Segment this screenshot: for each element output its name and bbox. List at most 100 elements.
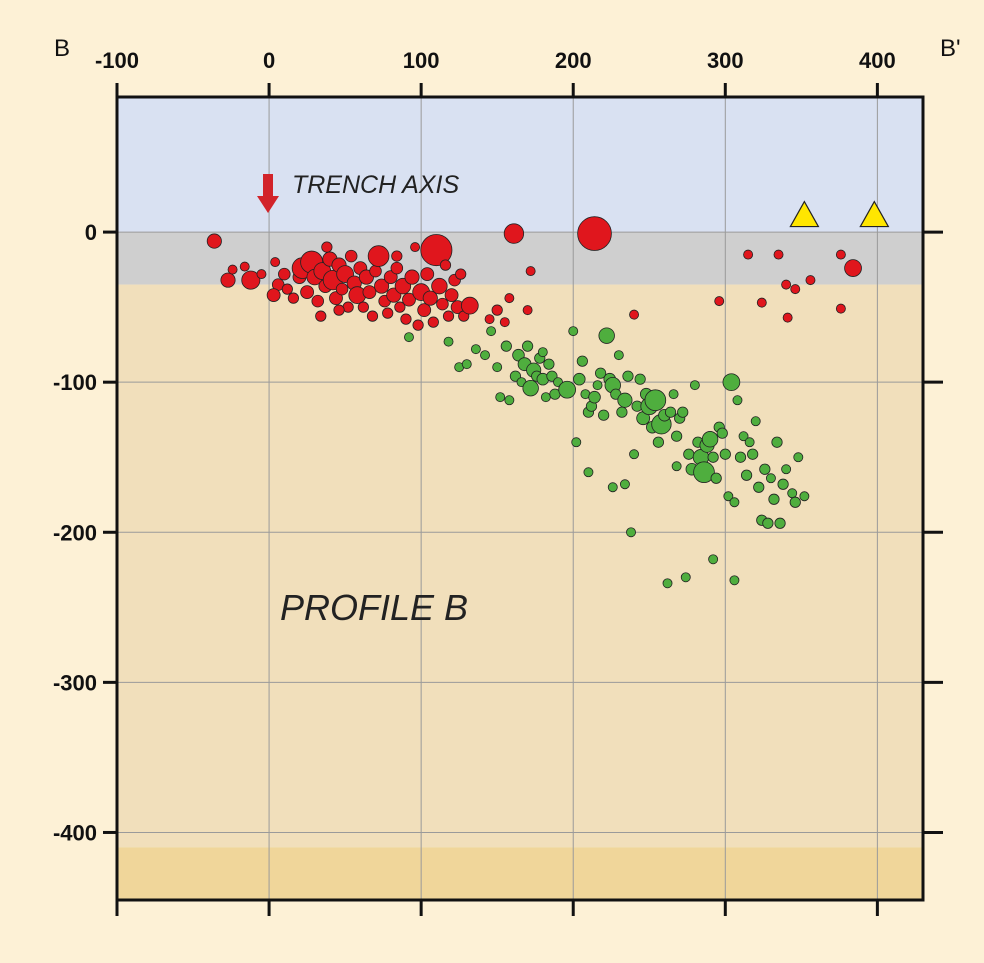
intermediate-event-point (594, 367, 607, 379)
intermediate-event-point (495, 392, 506, 403)
axis-ticks (103, 83, 943, 916)
intermediate-event-point (716, 427, 728, 439)
intermediate-event-point (799, 491, 810, 502)
shallow-event-point (417, 303, 432, 318)
intermediate-event-point (762, 517, 774, 529)
intermediate-event-point (777, 478, 789, 490)
intermediate-event-point (592, 380, 603, 391)
intermediate-event-point (500, 340, 512, 352)
shallow-event-point (362, 285, 377, 300)
intermediate-event-point (616, 406, 628, 418)
intermediate-event-point (644, 389, 667, 411)
intermediate-event-point (583, 467, 594, 478)
shallow-event-point (743, 249, 754, 260)
intermediate-event-point (677, 406, 689, 418)
volcano-marker (789, 200, 820, 228)
intermediate-events (404, 326, 810, 589)
shallow-event-point (374, 278, 390, 294)
intermediate-event-point (789, 496, 801, 508)
intermediate-event-point (707, 451, 719, 463)
intermediate-event-point (680, 572, 691, 583)
shallow-event-point (329, 291, 343, 306)
intermediate-event-point (486, 326, 497, 337)
x-tick-label: 200 (555, 48, 592, 73)
intermediate-event-point (461, 359, 472, 370)
x-tick-label: 100 (403, 48, 440, 73)
y-tick-label: -300 (53, 670, 97, 695)
intermediate-event-point (744, 437, 755, 448)
intermediate-event-point (629, 449, 640, 460)
shallow-event-point (436, 297, 449, 311)
shallow-event-point (420, 267, 435, 282)
intermediate-event-point (626, 527, 636, 538)
intermediate-event-point (404, 332, 414, 343)
intermediate-event-point (750, 416, 761, 427)
intermediate-event-point (732, 395, 743, 406)
shallow-event-point (206, 233, 222, 249)
shallow-event-point (281, 283, 293, 295)
x-tick-label: 300 (707, 48, 744, 73)
shallow-event-point (366, 310, 379, 322)
shallow-event-point (781, 279, 792, 290)
intermediate-event-point (617, 392, 633, 408)
intermediate-event-point (522, 379, 539, 397)
shallow-event-point (412, 319, 424, 331)
intermediate-event-point (588, 390, 601, 404)
intermediate-event-point (740, 469, 753, 481)
y-tick-label: -200 (53, 520, 97, 545)
layer-water (117, 97, 923, 233)
intermediate-event-point (558, 380, 576, 399)
shallow-event-point (402, 292, 416, 307)
intermediate-event-point (729, 575, 740, 586)
y-tick-label: 0 (85, 220, 97, 245)
x-tick-label: -100 (95, 48, 139, 73)
intermediate-event-point (607, 482, 618, 493)
intermediate-event-point (619, 479, 630, 490)
depth-layers (117, 97, 923, 900)
intermediate-event-point (765, 473, 776, 484)
volcano-marker (859, 200, 890, 228)
shallow-event-point (300, 285, 314, 300)
intermediate-event-point (480, 350, 490, 361)
intermediate-event-point (443, 336, 454, 347)
intermediate-event-point (598, 409, 610, 421)
intermediate-event-point (771, 436, 783, 448)
trench-arrow-icon (257, 174, 279, 213)
shallow-event-point (311, 294, 324, 308)
shallow-event-point (321, 241, 333, 253)
end-label-right: B' (940, 35, 961, 62)
intermediate-event-point (729, 497, 740, 508)
intermediate-event-point (622, 370, 634, 382)
shallow-event-point (369, 264, 382, 278)
intermediate-event-point (787, 488, 798, 499)
tick-labels: -100 0 100 200 300 400 0 -100 -200 -300 -400 (53, 48, 896, 845)
intermediate-event-point (671, 430, 683, 442)
shallow-event-point (241, 270, 261, 290)
shallow-event-point (410, 242, 421, 253)
intermediate-event-point (759, 463, 771, 475)
shallow-event-point (499, 317, 510, 328)
intermediate-event-point (768, 493, 780, 505)
layer-lower (117, 847, 923, 900)
shallow-event-point (525, 266, 536, 277)
shallow-event-point (714, 296, 725, 307)
intermediate-event-point (701, 431, 719, 448)
intermediate-event-point (753, 481, 765, 493)
shallow-event-point (844, 259, 862, 277)
intermediate-event-point (522, 340, 534, 352)
intermediate-event-point (693, 461, 715, 484)
shallow-event-point (270, 257, 281, 268)
shallow-event-point (427, 316, 439, 328)
shallow-event-point (400, 313, 412, 325)
shallow-event-point (431, 277, 448, 295)
intermediate-event-point (734, 451, 747, 463)
intermediate-event-point (793, 452, 804, 463)
shallow-event-point (357, 301, 369, 313)
shallow-event-point (404, 269, 420, 285)
plot-frame (115, 95, 925, 902)
shallow-event-point (315, 310, 327, 322)
shallow-event-point (484, 314, 495, 325)
shallow-event-point (503, 223, 525, 244)
intermediate-event-point (537, 347, 548, 358)
shallow-event-point (239, 261, 250, 272)
